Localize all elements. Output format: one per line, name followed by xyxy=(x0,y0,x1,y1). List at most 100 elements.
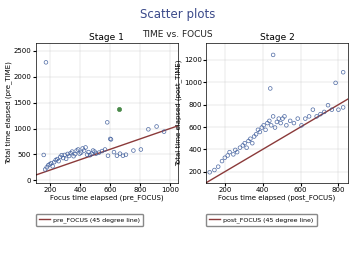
Point xyxy=(53,158,59,162)
Point xyxy=(259,125,264,130)
Point xyxy=(72,152,78,156)
Point xyxy=(250,141,255,145)
Point xyxy=(230,152,236,156)
Point xyxy=(244,146,250,150)
Point xyxy=(287,119,293,123)
Point xyxy=(325,103,331,107)
Y-axis label: Total time elapsed (pre_TIME): Total time elapsed (pre_TIME) xyxy=(5,61,12,165)
Point xyxy=(45,163,51,167)
Point xyxy=(318,112,323,116)
Point xyxy=(284,123,289,127)
Point xyxy=(234,150,240,154)
Point xyxy=(291,121,297,125)
Point xyxy=(295,117,301,121)
Point xyxy=(123,153,129,157)
Point xyxy=(219,159,225,163)
Point xyxy=(96,151,102,155)
Point xyxy=(117,152,123,156)
X-axis label: Focus time elapsed (post_FOCUS): Focus time elapsed (post_FOCUS) xyxy=(218,194,335,201)
Point xyxy=(207,170,213,174)
Point xyxy=(92,150,97,154)
Point xyxy=(340,70,346,74)
Point xyxy=(251,134,257,138)
Point xyxy=(302,117,308,121)
Point xyxy=(321,110,327,114)
Point xyxy=(69,150,75,154)
Point xyxy=(78,151,84,155)
Point xyxy=(81,149,87,153)
Point xyxy=(89,152,94,156)
Title: Stage 2: Stage 2 xyxy=(260,34,294,42)
Point xyxy=(233,148,238,152)
Point xyxy=(212,168,217,172)
Point xyxy=(68,151,73,155)
Point xyxy=(74,149,80,153)
Y-axis label: Total time elapsed (post_TIME): Total time elapsed (post_TIME) xyxy=(176,60,182,166)
Point xyxy=(57,155,63,159)
Point xyxy=(146,127,151,131)
Point xyxy=(222,156,228,160)
Point xyxy=(42,167,48,171)
Point xyxy=(333,81,338,85)
Point xyxy=(225,153,230,157)
Point xyxy=(282,114,287,118)
Point xyxy=(329,108,335,112)
Point xyxy=(105,154,111,158)
Point xyxy=(50,164,55,168)
Point xyxy=(299,123,304,127)
Point xyxy=(278,121,284,125)
Point xyxy=(65,152,71,156)
Point xyxy=(154,124,159,129)
Point xyxy=(120,154,126,158)
Point xyxy=(114,154,120,158)
Point xyxy=(161,130,167,134)
Point xyxy=(270,114,276,118)
Point xyxy=(264,121,270,125)
Point xyxy=(268,123,274,127)
Point xyxy=(108,137,114,141)
Point xyxy=(66,154,72,158)
Point xyxy=(62,153,67,157)
Point xyxy=(267,86,273,90)
X-axis label: Focus time elapsed (pre_FOCUS): Focus time elapsed (pre_FOCUS) xyxy=(50,194,163,201)
Point xyxy=(280,117,285,121)
Point xyxy=(138,148,144,152)
Point xyxy=(48,161,54,165)
Point xyxy=(93,152,99,156)
Point xyxy=(274,120,280,124)
Point xyxy=(51,160,57,164)
Point xyxy=(47,162,53,166)
Point xyxy=(276,117,282,121)
Point xyxy=(261,123,267,127)
Point xyxy=(102,148,108,152)
Point xyxy=(247,137,253,141)
Point xyxy=(80,147,86,151)
Point xyxy=(257,130,263,134)
Point xyxy=(104,120,110,124)
Point xyxy=(56,159,61,163)
Point xyxy=(314,114,320,118)
Point xyxy=(60,156,66,160)
Point xyxy=(240,144,246,148)
Point xyxy=(84,153,90,157)
Point xyxy=(86,150,91,154)
Point xyxy=(59,153,65,157)
Point xyxy=(44,165,50,169)
Point xyxy=(63,157,69,161)
Point xyxy=(270,53,276,57)
Point xyxy=(54,157,60,161)
Point xyxy=(267,119,272,123)
Point xyxy=(83,145,88,149)
Point xyxy=(335,108,341,112)
Point xyxy=(246,139,251,143)
Point xyxy=(108,137,113,141)
Text: TIME vs. FOCUS: TIME vs. FOCUS xyxy=(142,30,213,39)
Point xyxy=(87,153,93,157)
Point xyxy=(242,141,247,145)
Point xyxy=(90,149,96,153)
Point xyxy=(255,128,261,132)
Point xyxy=(75,148,81,152)
Point xyxy=(111,150,117,154)
Point xyxy=(237,146,243,150)
Point xyxy=(227,150,233,154)
